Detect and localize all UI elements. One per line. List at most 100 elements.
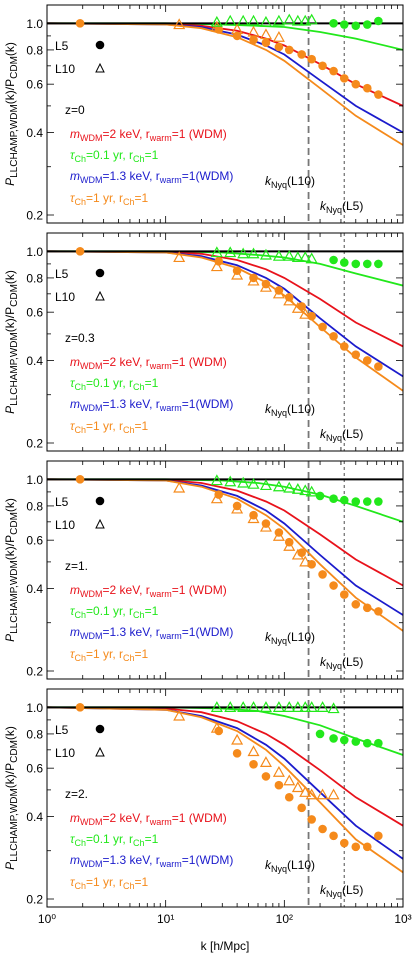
legend-wdm13: mWDM=1.3 keV, rwarm=1(WDM) [70, 397, 233, 413]
plot-frame [46, 4, 404, 224]
y-tick-label: 0.2 [26, 893, 43, 907]
point-L5-ch1 [249, 759, 258, 769]
point-L10-ch01 [247, 14, 260, 26]
point-L10-ch1 [299, 307, 312, 319]
x-tick-label: 10¹ [157, 912, 174, 926]
y-tick-label: 0.8 [26, 43, 43, 57]
point-L10-ch01 [291, 251, 304, 263]
redshift-label: z=2. [65, 787, 88, 801]
y-tick-label: 0.2 [26, 437, 43, 451]
point-L10-ch01 [291, 14, 304, 26]
x-tick-label: 10⁰ [38, 912, 56, 926]
point-L5-ch1 [214, 490, 224, 499]
series-line-wdm2 [47, 250, 403, 348]
point-L5-ch1 [297, 803, 306, 813]
legend-L5-marker [95, 40, 105, 50]
point-L10-ch01 [299, 251, 312, 263]
panel-2: 0.2 0.4 0.6 0.8 1.0 PLLCHAMP,WDM(k)/PCDM(k) L5… [3, 232, 404, 452]
x-tick-label: 10³ [394, 912, 411, 926]
point-L5-ch01 [374, 259, 383, 269]
point-L5-ch1 [214, 726, 224, 736]
point-L5-ch1 [351, 600, 361, 609]
point-L10-ch1 [173, 481, 186, 493]
point-L10-ch01 [210, 474, 223, 486]
point-L10-ch01 [272, 480, 285, 492]
y-axis-label: PLLCHAMP,WDM(k)/PCDM(k) [3, 42, 20, 186]
point-L5-ch1 [214, 256, 224, 266]
point-L5-ch01 [339, 735, 349, 745]
point-L10-ch1 [231, 733, 244, 745]
legend-ch01: τCh=0.1 yr, rCh=1 [70, 832, 159, 848]
y-tick-label: 0.2 [26, 665, 43, 679]
plot-area [47, 246, 403, 392]
panel-3: 0.2 0.4 0.6 0.8 1.0 PLLCHAMP,WDM(k)/PCDM(k) L5… [3, 460, 404, 680]
panel-4: 0.2 0.4 0.6 0.8 1.0 10⁰ 10¹ 10² 10³ PLLCHAMP,WDM(… [3, 688, 412, 926]
point-L5-ch1 [362, 356, 372, 365]
point-L5-ch01 [339, 20, 349, 29]
point-L10-ch01 [224, 701, 237, 712]
point-L5-ch01 [315, 491, 325, 501]
y-tick-label: 0.6 [26, 762, 43, 776]
point-L5-ch01 [374, 497, 383, 506]
point-L10-ch01 [247, 701, 260, 712]
plot-frame [46, 688, 404, 908]
point-L10-ch01 [283, 481, 296, 493]
legend-wdm13: mWDM=1.3 keV, rwarm=1(WDM) [70, 853, 233, 869]
point-L10-ch1 [259, 280, 272, 292]
point-L5-ch1 [318, 61, 327, 71]
point-L10-ch1 [173, 709, 186, 721]
y-tick-label: 0.8 [26, 727, 43, 741]
point-L10-ch01 [291, 483, 304, 494]
legend-wdm13: mWDM=1.3 keV, rwarm=1(WDM) [70, 169, 233, 185]
point-L5-ch01 [362, 20, 372, 29]
legend-ch01: τCh=0.1 yr, rCh=1 [70, 148, 159, 164]
legend-ch01: τCh=0.1 yr, rCh=1 [70, 604, 159, 620]
point-L10-ch1 [231, 268, 244, 280]
point-L5-ch1 [75, 703, 85, 712]
point-L10-ch01 [299, 484, 312, 496]
point-L10-ch1 [247, 512, 260, 524]
point-L5-ch1 [318, 824, 327, 834]
point-L10-ch1 [327, 788, 340, 800]
point-L5-ch01 [362, 259, 372, 269]
point-L10-ch01 [237, 701, 250, 712]
legend-L10-label: L10 [55, 62, 75, 76]
point-L10-ch1 [291, 548, 304, 560]
point-L10-ch01 [247, 477, 260, 489]
point-L5-ch1 [318, 322, 327, 332]
point-L10-ch01 [299, 14, 312, 26]
nyquist-label-L10: kNyq(L10) [265, 174, 315, 190]
point-L5-ch1 [284, 45, 294, 55]
nyquist-label-L5: kNyq(L5) [320, 655, 363, 671]
point-L10-ch01 [305, 485, 318, 497]
legend-ch1: τCh=1 yr, rCh=1 [70, 191, 149, 207]
point-L10-ch1 [259, 756, 272, 767]
y-axis-label: PLLCHAMP,WDM(k)/PCDM(k) [3, 726, 20, 870]
redshift-label: z=0.3 [65, 331, 95, 345]
nyquist-label-L5: kNyq(L5) [320, 883, 363, 899]
legend-L5-marker [95, 268, 105, 278]
y-tick-label: 0.4 [26, 126, 43, 140]
y-axis-label: PLLCHAMP,WDM(k)/PCDM(k) [3, 498, 20, 642]
point-L10-ch01 [224, 475, 237, 487]
point-L10-ch1 [231, 23, 244, 35]
point-L5-ch1 [261, 38, 271, 48]
point-L10-ch01 [237, 14, 250, 26]
point-L5-ch1 [307, 815, 316, 824]
point-L5-ch1 [261, 772, 271, 781]
point-L10-ch01 [210, 246, 223, 258]
point-L5-ch01 [351, 259, 361, 269]
point-L5-ch1 [339, 590, 349, 599]
x-tick-label: 10² [276, 912, 293, 926]
legend-wdm2: mWDM=2 keV, rwarm=1 (WDM) [70, 811, 227, 827]
legend-L10-label: L10 [55, 746, 75, 760]
point-L5-ch1 [339, 74, 349, 83]
point-L10-ch1 [299, 786, 312, 797]
point-L10-ch01 [305, 13, 318, 25]
y-tick-label: 0.6 [26, 534, 43, 548]
point-L5-ch01 [329, 19, 338, 28]
y-tick-label: 0.6 [26, 78, 43, 92]
point-L10-ch1 [247, 25, 260, 37]
point-L10-ch1 [291, 302, 304, 313]
